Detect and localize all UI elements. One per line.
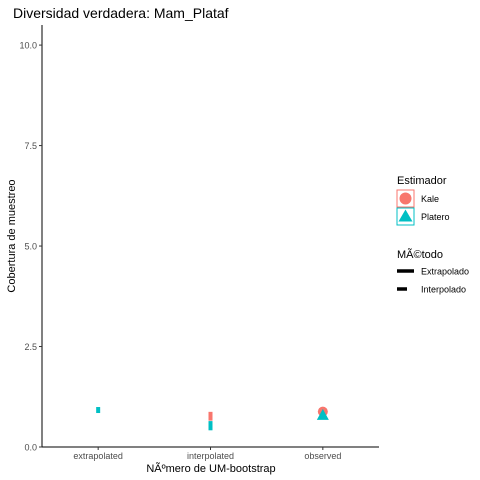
x-axis-label: NÃºmero de UM-bootstrap: [146, 462, 275, 475]
y-tick-label: 2.5: [24, 342, 37, 352]
data-point-platero-extrapolado: [96, 407, 101, 414]
y-tick-label: 7.5: [24, 141, 37, 151]
plot-area: 0.0 2.5 5.0 7.5 10.0 extrapolated interpolated…: [19, 25, 379, 461]
x-tick-label: observed: [304, 451, 341, 461]
y-axis-label: Cobertura de muestreo: [6, 179, 18, 292]
legend-label-platero: Platero: [421, 212, 450, 222]
legend-title-metodo: MÃ©todo: [397, 248, 443, 261]
data-point-kale-interpolado: [208, 411, 213, 418]
legend-label-extrapolado: Extrapolado: [421, 267, 469, 277]
x-tick-label: extrapolated: [73, 451, 123, 461]
legend-symbol-kale: [399, 192, 412, 205]
legend-title-estimador: Estimador: [397, 175, 447, 187]
data-point-platero-observed: [316, 408, 329, 420]
y-tick-label: 10.0: [19, 41, 37, 51]
legend: Estimador Kale Platero MÃ©todo Extrapolado In…: [396, 175, 469, 295]
chart-title: Diversidad verdadera: Mam_Plataf: [13, 5, 229, 21]
legend-label-kale: Kale: [421, 194, 439, 204]
y-tick-label: 0.0: [24, 443, 37, 453]
x-tick-label: interpolated: [187, 451, 234, 461]
data-point-platero-interpolado: [208, 424, 213, 431]
y-tick-label: 5.0: [24, 242, 37, 252]
data-point-platero-interpolado: [208, 421, 213, 428]
legend-symbol-platero: [398, 209, 413, 222]
legend-label-interpolado: Interpolado: [421, 285, 466, 295]
